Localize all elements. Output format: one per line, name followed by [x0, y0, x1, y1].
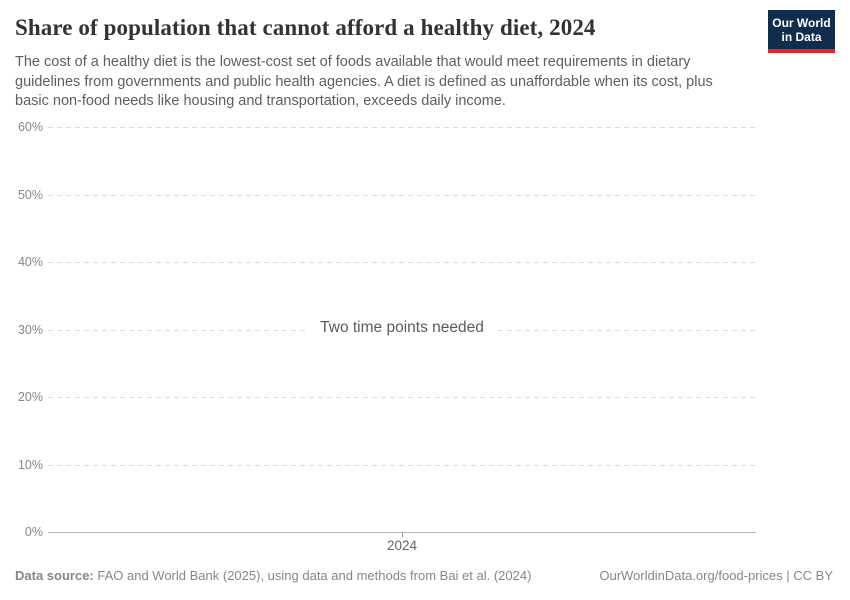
chart-title: Share of population that cannot afford a… [15, 15, 596, 40]
x-axis-line [48, 532, 756, 533]
gridline [48, 397, 756, 398]
owid-logo-red-bar [768, 49, 835, 54]
y-axis-tick-label: 60% [17, 120, 43, 134]
owid-logo: Our World in Data [768, 10, 835, 54]
x-axis-tick-mark [402, 533, 403, 537]
owid-logo-text: Our World in Data [768, 10, 835, 50]
credit-line: OurWorldinData.org/food-prices | CC BY [599, 568, 833, 583]
gridline [48, 194, 756, 196]
x-axis-tick-label: 2024 [386, 538, 418, 553]
chart-footer: Data source: FAO and World Bank (2025), … [15, 568, 833, 583]
y-axis-tick-label: 40% [17, 255, 43, 269]
y-axis-tick-label: 0% [24, 525, 43, 539]
y-axis-tick-label: 50% [17, 187, 43, 202]
gridline [48, 262, 756, 263]
data-source-text: FAO and World Bank (2025), using data an… [97, 568, 532, 583]
chart-subtitle: The cost of a healthy diet is the lowest… [15, 54, 713, 110]
owid-logo-line2: in Data [781, 30, 822, 45]
data-source-note: Data source: FAO and World Bank (2025), … [15, 568, 531, 583]
empty-state-message: Two time points needed [48, 318, 756, 337]
y-axis-tick-label: 10% [17, 457, 43, 472]
y-axis-tick-label: 30% [17, 322, 43, 337]
gridline [48, 464, 756, 466]
owid-logo-line1: Our World [772, 16, 831, 30]
y-axis-tick-label: 20% [17, 390, 43, 404]
empty-state-message-text: Two time points needed [308, 318, 496, 337]
gridline [48, 127, 756, 128]
data-source-label: Data source: [15, 568, 94, 583]
